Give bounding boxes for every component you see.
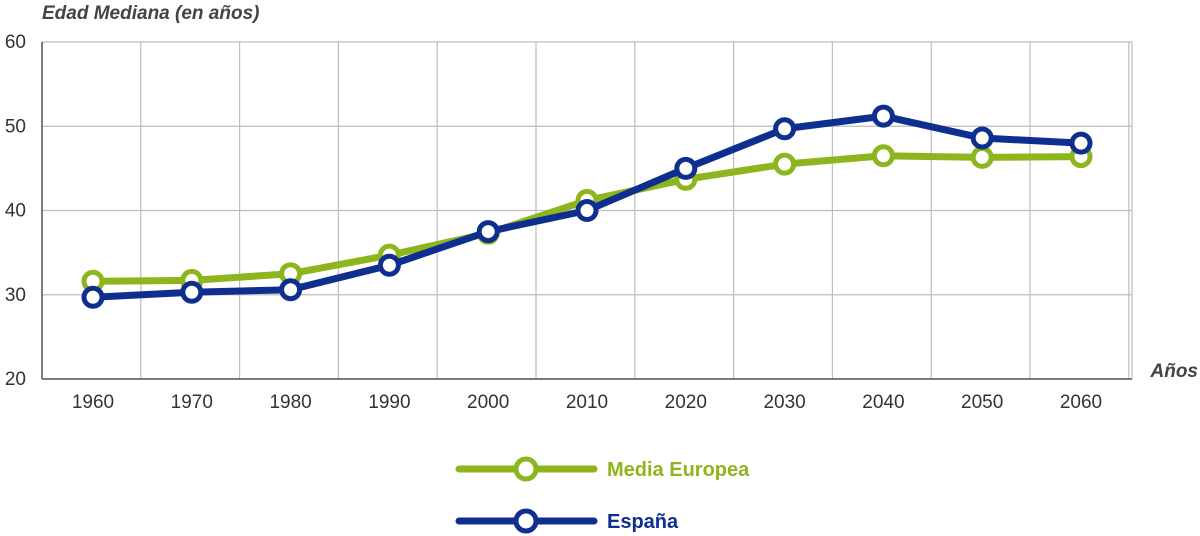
- data-point: [773, 152, 797, 176]
- y-tick-labels: 20 30 40 50 60: [5, 32, 26, 390]
- series-layer: [81, 104, 1093, 309]
- legend-label: Media Europea: [607, 459, 750, 481]
- data-point: [674, 156, 698, 180]
- y-axis-title: Edad Mediana (en años): [42, 3, 259, 24]
- x-axis-title: Años: [1150, 361, 1199, 382]
- legend-item: Media Europea: [455, 456, 750, 482]
- data-point: [377, 253, 401, 277]
- data-point: [871, 144, 895, 168]
- series-1: [81, 104, 1093, 309]
- data-point: [180, 280, 204, 304]
- data-point: [575, 199, 599, 222]
- y-tick-label: 20: [5, 369, 26, 390]
- x-tick-label: 2020: [665, 392, 707, 413]
- legend: Media Europea España: [455, 456, 750, 534]
- data-point: [476, 220, 500, 244]
- axes: [41, 42, 1132, 380]
- x-tick-label: 2010: [566, 392, 608, 413]
- x-tick-label: 2050: [961, 392, 1003, 413]
- legend-label: España: [607, 511, 679, 533]
- x-tick-label: 1980: [269, 392, 311, 413]
- legend-swatch-marker: [513, 456, 539, 482]
- data-point: [81, 285, 105, 309]
- y-tick-label: 40: [5, 201, 26, 222]
- data-point: [970, 126, 994, 150]
- x-tick-label: 2060: [1060, 392, 1102, 413]
- legend-item: España: [455, 508, 679, 534]
- x-tick-label: 2030: [763, 392, 805, 413]
- x-tick-label: 1990: [368, 392, 410, 413]
- y-tick-label: 30: [5, 285, 26, 306]
- y-tick-label: 60: [5, 32, 26, 53]
- y-tick-label: 50: [5, 116, 26, 137]
- x-tick-label: 1960: [72, 392, 114, 413]
- x-tick-label: 1970: [171, 392, 213, 413]
- data-point: [1069, 131, 1093, 155]
- x-tick-label: 2000: [467, 392, 509, 413]
- data-point: [970, 145, 994, 169]
- x-tick-label: 2040: [862, 392, 904, 413]
- x-tick-labels: 1960 1970 1980 1990 2000 2010 2020 2030 2040 2050…: [72, 392, 1102, 413]
- legend-swatch-marker: [513, 508, 539, 534]
- data-point: [279, 278, 303, 302]
- data-point: [773, 117, 797, 141]
- data-point: [871, 104, 895, 128]
